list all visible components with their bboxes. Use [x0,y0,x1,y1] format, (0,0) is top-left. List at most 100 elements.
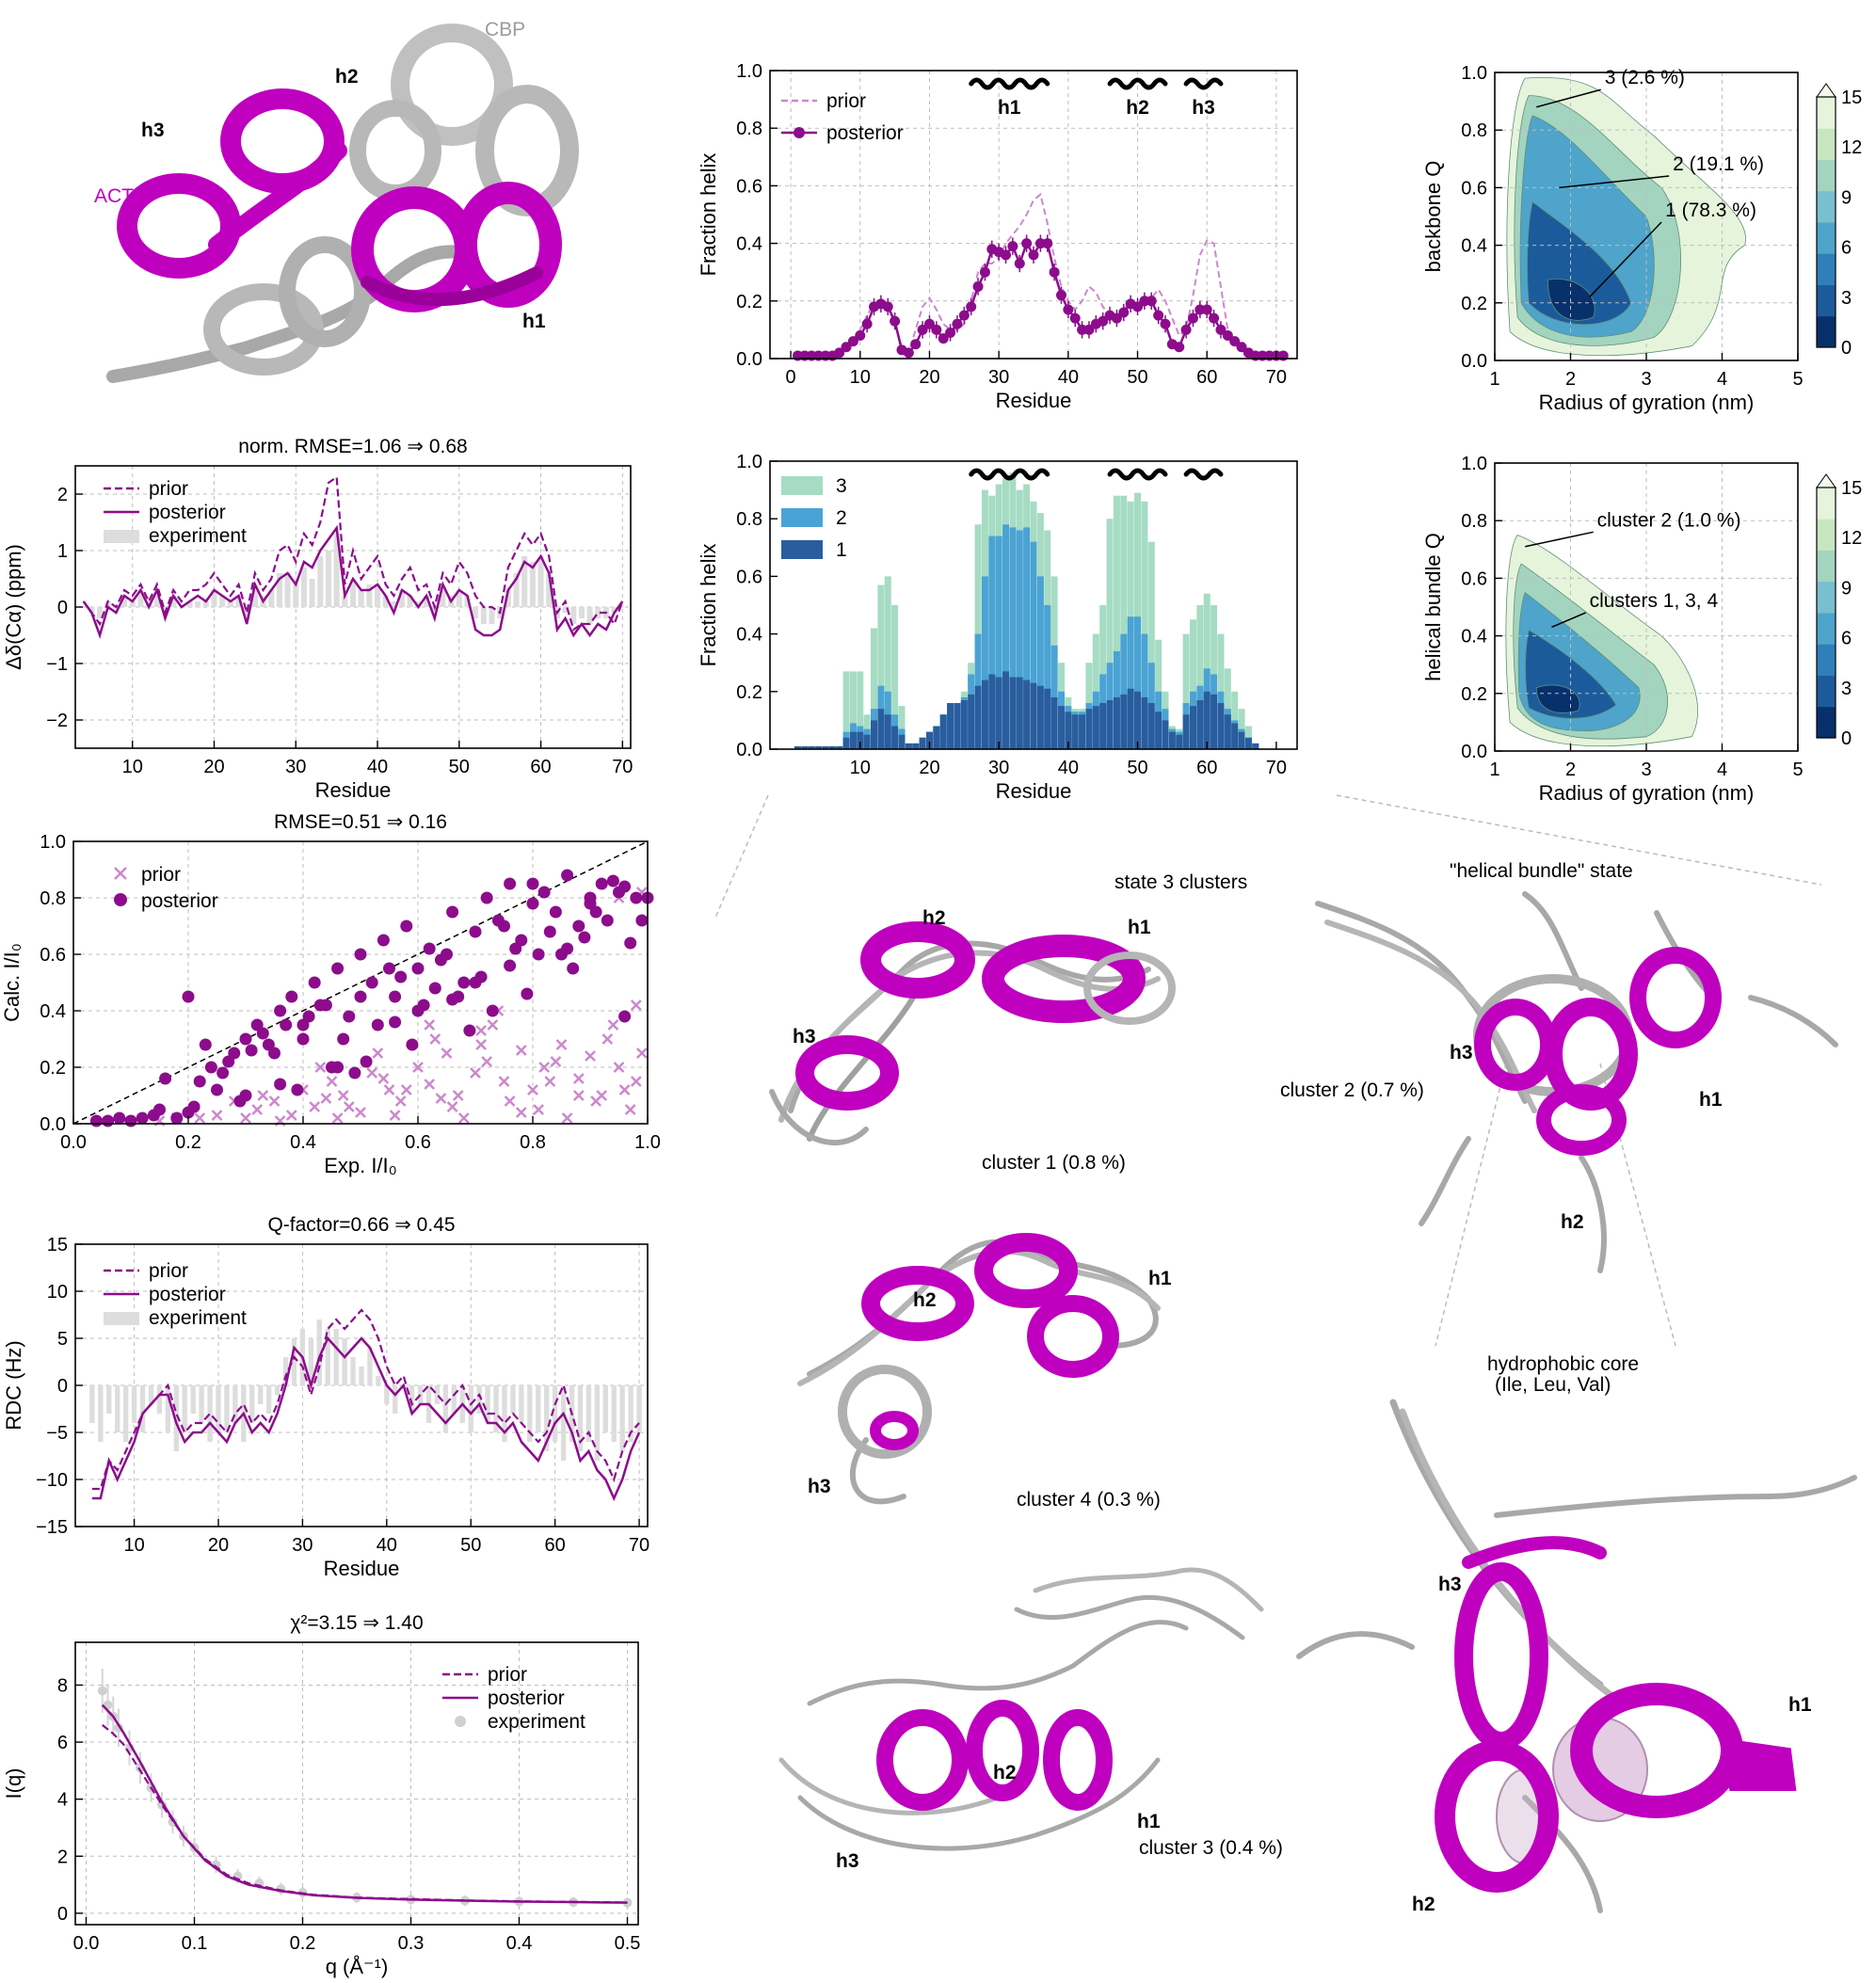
prior-point [572,1073,585,1084]
y-tick-label: 0.6 [736,567,762,587]
cluster4-h3: h3 [808,1476,831,1497]
experiment-bar [129,601,136,607]
legend-prior-label: prior [149,1260,188,1282]
posterior-point [589,905,602,919]
state1-bar [1057,706,1065,749]
x-tick-label: 50 [1127,758,1147,778]
prior-point [412,1062,424,1073]
legend-posterior-marker [794,127,805,138]
experiment-bar [165,1385,171,1432]
helix-mark [969,77,1050,90]
core-title-1: hydrophobic core [1487,1353,1639,1375]
experiment-bar [537,556,544,607]
state1-bar [1196,699,1204,749]
experiment-bar [190,1385,196,1414]
experiment-bar [186,601,193,607]
colorbar-tick-label: 0 [1841,728,1852,749]
posterior-point [966,301,977,312]
state1-bar [1134,691,1142,749]
x-tick-label: 0.1 [182,1933,208,1954]
experiment-bar [115,1385,120,1432]
bundle-caption: cluster 2 (0.7 %) [1280,1079,1424,1101]
y-tick-label: 0.8 [40,888,66,909]
state2-bar [1141,633,1148,749]
experiment-bar [468,1385,473,1432]
helix-mark [1107,77,1168,90]
posterior-point [153,1103,166,1116]
cluster3-h3: h3 [836,1850,859,1872]
posterior-point [469,925,482,938]
posterior-point [411,962,425,975]
experiment-bar [358,590,364,607]
state1-bar [1217,703,1225,749]
helical-bundle-panel: "helical bundle" state h3 h1 h2 cluster … [1280,860,1838,1273]
experiment-bar [456,590,462,607]
experiment-bar [619,1385,625,1451]
state1-bar [871,720,878,749]
posterior-point [882,301,893,312]
posterior-point [1201,304,1212,315]
experiment-bar [173,1385,179,1451]
state1-bar [1079,714,1086,749]
experiment-bar [89,1385,95,1423]
experiment-bar [98,1385,104,1442]
prior-point [435,1093,447,1104]
state1-bar [801,745,809,749]
posterior-point [635,914,649,927]
prior-point [394,1095,407,1107]
experiment-bar [611,607,617,613]
y-tick-label: 0.8 [1461,511,1487,532]
cbp-label: CBP [485,19,525,40]
prior-point [240,1112,251,1124]
y-tick-label: 0.6 [736,176,762,197]
experiment-bar [384,1385,390,1404]
prior-point [601,1033,614,1045]
posterior-point [400,920,413,933]
legend-state-swatch [781,508,823,527]
posterior-point [371,1018,384,1031]
y-tick-label: 0 [57,1904,68,1925]
posterior-point [216,1066,230,1079]
y-tick-label: 0.0 [736,740,762,760]
prior-point [285,1110,297,1121]
prior-point [533,1104,544,1115]
posterior-point [389,1015,402,1029]
x-tick-label: 50 [460,1535,481,1556]
prior-point [446,1101,458,1112]
prior-point [251,1104,264,1115]
posterior-point [613,886,625,899]
posterior-point [406,1038,419,1051]
experiment-point [97,1686,107,1696]
prior-point [389,1110,401,1121]
experiment-bar [485,1385,490,1423]
posterior-point [923,318,935,329]
experiment-bar [342,596,348,607]
posterior-point [578,931,591,944]
experiment-bar [96,607,104,618]
posterior-point [199,1038,212,1051]
experiment-bar [282,1357,289,1385]
prior-point [550,1056,562,1067]
cluster1-h1: h1 [1128,917,1151,938]
prior-point [515,1107,527,1118]
x-tick-label: 2 [1565,369,1576,390]
state1-bar [1176,734,1183,749]
state3-bar [857,671,864,749]
posterior-point [1111,312,1122,324]
prior-point [441,1047,453,1059]
hydrophobic-core-panel: hydrophobic core (Ile, Leu, Val) h3 h1 h… [1296,1353,1857,1915]
prior-point [320,1093,332,1104]
x-tick-label: 30 [285,757,306,777]
posterior-point [274,1004,287,1017]
state3-bar [842,671,850,749]
experiment-bar [139,1385,146,1432]
prior-point [337,1090,349,1101]
y-tick-label: 15 [47,1235,68,1255]
posterior-point [354,990,367,1003]
experiment-bar [382,596,389,607]
posterior-point [1083,324,1095,335]
posterior-point [457,976,471,989]
cluster3-caption: cluster 3 (0.4 %) [1139,1837,1283,1859]
x-axis-label: Radius of gyration (nm) [1539,781,1755,805]
posterior-point [365,976,378,989]
